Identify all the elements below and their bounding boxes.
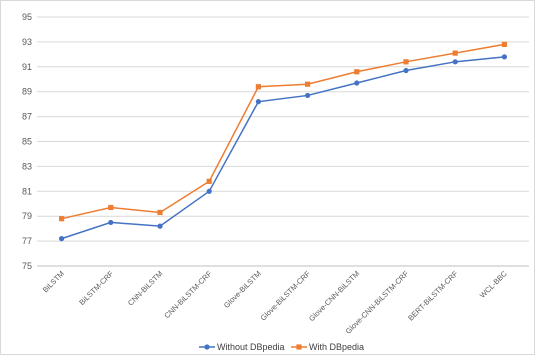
data-point (157, 223, 163, 229)
y-tick-label: 79 (22, 211, 32, 221)
data-point (501, 54, 507, 60)
data-point (108, 204, 114, 211)
data-point (108, 219, 114, 226)
x-tick-label: CNN-BiLSTM (126, 269, 164, 307)
data-point (452, 59, 458, 65)
series-line (61, 56, 505, 240)
data-point (305, 81, 311, 87)
y-tick-label: 93 (22, 37, 32, 47)
data-point (354, 80, 360, 86)
x-tick-label: WCL-BBC (478, 269, 509, 300)
x-tick-label: BiLSTM-CRF (77, 269, 115, 307)
series-without-dbpedia (59, 54, 507, 242)
data-point (206, 178, 212, 184)
legend-item: With DBpedia (291, 342, 364, 352)
x-tick-label: Glove-BiLSTM-CRF (258, 269, 312, 323)
y-tick-label: 89 (22, 87, 32, 97)
data-point (206, 188, 212, 194)
data-point (403, 67, 409, 74)
data-point (354, 69, 360, 75)
x-tick-label: Glove-CNN-BiLSTM (307, 269, 361, 323)
legend-marker (296, 344, 302, 350)
data-point (157, 209, 163, 216)
x-tick-label: BERT-BiLSTM-CRF (406, 269, 460, 323)
y-tick-label: 77 (22, 236, 32, 246)
data-point (452, 50, 458, 56)
x-tick-label: Glove-BiLSTM (222, 269, 263, 310)
x-tick-label: CNN-BiLSTM-CRF (162, 269, 213, 320)
legend-label: With DBpedia (309, 342, 364, 352)
legend-marker (204, 344, 210, 350)
data-point (255, 99, 261, 105)
data-point (403, 59, 409, 65)
y-tick-label: 75 (22, 261, 32, 271)
tick-labels: 75 77 79 81 83 85 87 89 91 93 95 BiLSTM BiLSTM-CRF CN… (22, 12, 509, 336)
series-lines (59, 41, 507, 242)
series-line (61, 43, 505, 220)
data-point (59, 236, 65, 242)
series-with-dbpedia (59, 41, 507, 222)
y-tick-label: 85 (22, 137, 32, 147)
x-tick-label: BiLSTM (41, 269, 66, 294)
gridlines (37, 16, 529, 267)
legend: Without DBpedia With DBpedia (199, 342, 364, 352)
legend-item: Without DBpedia (199, 342, 285, 352)
y-tick-label: 83 (22, 161, 32, 171)
data-point (501, 41, 507, 47)
y-tick-label: 91 (22, 62, 32, 72)
y-tick-label: 87 (22, 112, 32, 122)
y-tick-label: 95 (22, 12, 32, 22)
y-tick-label: 81 (22, 186, 32, 196)
legend-label: Without DBpedia (217, 342, 285, 352)
data-point (59, 216, 65, 222)
data-point (305, 92, 311, 99)
data-point (255, 84, 261, 90)
